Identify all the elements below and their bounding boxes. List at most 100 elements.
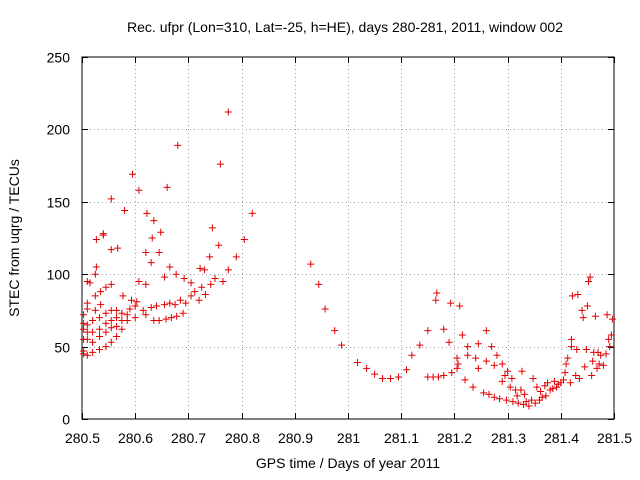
- data-point: [89, 338, 97, 346]
- data-point: [147, 259, 155, 267]
- data-point: [490, 393, 498, 401]
- data-point: [160, 273, 168, 281]
- data-point: [445, 338, 453, 346]
- data-point: [179, 309, 187, 317]
- chart-title: Rec. ufpr (Lon=310, Lat=-25, h=HE), days…: [127, 19, 563, 35]
- data-point: [224, 108, 232, 116]
- data-point: [142, 248, 150, 256]
- data-point: [240, 235, 248, 243]
- data-point: [498, 377, 506, 385]
- y-tick-label: 50: [54, 340, 70, 356]
- data-point: [537, 387, 545, 395]
- data-point: [591, 312, 599, 320]
- y-tick-label: 250: [47, 50, 71, 66]
- data-point: [219, 277, 227, 285]
- data-point: [96, 314, 104, 322]
- data-point: [453, 364, 461, 372]
- x-tick-label: 280.7: [171, 430, 206, 446]
- data-point: [509, 398, 517, 406]
- data-point: [133, 298, 141, 306]
- data-point: [482, 327, 490, 335]
- x-tick-label: 281.2: [437, 430, 472, 446]
- data-point: [608, 315, 616, 323]
- data-points: [80, 108, 616, 410]
- data-point: [89, 348, 97, 356]
- data-point: [102, 328, 110, 336]
- x-tick-label: 280.6: [118, 430, 153, 446]
- data-point: [107, 338, 115, 346]
- data-point: [472, 354, 480, 362]
- axis-ticks: [82, 57, 615, 420]
- x-tick-label: 281.4: [544, 430, 579, 446]
- data-point: [182, 299, 190, 307]
- data-point: [533, 383, 541, 391]
- data-point: [200, 266, 208, 274]
- y-tick-label: 200: [47, 122, 71, 138]
- x-tick-label: 280.9: [278, 430, 313, 446]
- data-point: [80, 319, 88, 327]
- data-point: [155, 248, 163, 256]
- data-point: [107, 317, 115, 325]
- data-point: [448, 369, 456, 377]
- data-point: [99, 231, 107, 239]
- data-point: [187, 279, 195, 287]
- data-point: [83, 321, 91, 329]
- data-point: [573, 345, 581, 353]
- data-point: [113, 306, 121, 314]
- data-point: [589, 357, 597, 365]
- data-point: [152, 302, 160, 310]
- data-point: [208, 224, 216, 232]
- data-point: [434, 373, 442, 381]
- data-point: [440, 372, 448, 380]
- data-point: [586, 273, 594, 281]
- data-point: [172, 270, 180, 278]
- data-point: [83, 299, 91, 307]
- data-point: [131, 302, 139, 310]
- x-tick-label: 281.3: [491, 430, 526, 446]
- data-point: [474, 364, 482, 372]
- data-point: [166, 299, 174, 307]
- data-point: [307, 260, 315, 268]
- data-point: [86, 279, 94, 287]
- data-point: [567, 343, 575, 351]
- data-point: [174, 141, 182, 149]
- data-point: [488, 343, 496, 351]
- y-tick-labels: 0 50 100 150 200 250: [47, 50, 71, 428]
- data-point: [224, 266, 232, 274]
- data-point: [107, 195, 115, 203]
- data-point: [464, 343, 472, 351]
- data-point: [113, 322, 121, 330]
- data-point: [482, 357, 490, 365]
- data-point: [127, 296, 135, 304]
- data-point: [433, 289, 441, 297]
- data-point: [408, 351, 416, 359]
- data-point: [171, 301, 179, 309]
- x-tick-label: 281.5: [597, 430, 632, 446]
- data-point: [96, 325, 104, 333]
- data-point: [96, 345, 104, 353]
- y-tick-label: 150: [47, 195, 71, 211]
- data-point: [458, 331, 466, 339]
- data-point: [155, 317, 163, 325]
- data-point: [216, 160, 224, 168]
- x-tick-label: 281.1: [384, 430, 419, 446]
- data-point: [315, 280, 323, 288]
- data-point: [496, 395, 504, 403]
- y-axis-label: STEC from uqrg / TECUs: [6, 159, 22, 317]
- data-point: [321, 305, 329, 313]
- data-point: [83, 351, 91, 359]
- data-point: [102, 309, 110, 317]
- data-point: [440, 325, 448, 333]
- data-point: [118, 325, 126, 333]
- data-point: [559, 376, 567, 384]
- data-point: [167, 314, 175, 322]
- data-point: [338, 341, 346, 349]
- data-point: [561, 369, 569, 377]
- data-point: [118, 309, 126, 317]
- grid: [82, 57, 614, 419]
- data-point: [578, 306, 586, 314]
- y-tick-label: 0: [62, 412, 70, 428]
- data-point: [195, 296, 203, 304]
- data-point: [464, 351, 472, 359]
